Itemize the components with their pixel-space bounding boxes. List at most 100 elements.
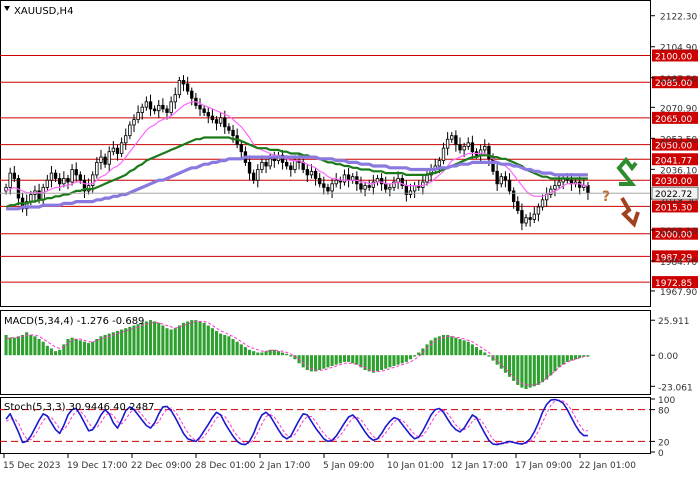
macd-bar-27: [115, 330, 120, 356]
candle-body-130: [540, 199, 545, 208]
macd-bar-16: [70, 337, 74, 356]
macd-bar-26: [111, 332, 115, 356]
candle-body-92: [384, 183, 388, 190]
candle-body-99: [412, 185, 417, 192]
macd-bar-132: [549, 355, 553, 376]
macd-bar-114: [474, 347, 479, 356]
macd-bar-125: [520, 355, 524, 388]
macd-bar-12: [54, 351, 58, 356]
macd-bar-102: [425, 344, 429, 356]
candle-body-51: [214, 119, 219, 124]
macd-bar-28: [120, 329, 124, 356]
candle-body-33: [140, 106, 144, 113]
candle-body-118: [491, 158, 495, 172]
candle-body-44: [185, 83, 190, 92]
macd-bar-20: [87, 343, 91, 356]
price-level-box-5: [652, 174, 698, 187]
macd-bar-118: [491, 355, 495, 361]
candle-body-75: [313, 170, 318, 179]
macd-bar-61: [256, 352, 260, 356]
x-tick-label-4: 2 Jan 17:00: [259, 461, 311, 471]
macd-bar-58: [243, 347, 247, 356]
macd-bar-127: [528, 355, 532, 388]
candle-body-2: [12, 172, 16, 179]
macd-bar-72: [301, 355, 305, 368]
candle-body-98: [408, 190, 413, 195]
candle-body-40: [169, 101, 173, 113]
x-tick-label-7: 12 Jan 17:00: [451, 461, 508, 471]
candle-body-74: [309, 170, 314, 176]
macd-bar-97: [404, 355, 408, 362]
x-tick-label-9: 22 Jan 01:00: [579, 461, 636, 471]
macd-bar-137: [569, 355, 573, 361]
macd-bar-66: [276, 351, 280, 356]
macd-bar-121: [503, 355, 507, 373]
price-level-label-5: 2030.00: [655, 177, 692, 187]
macd-bar-48: [202, 322, 206, 356]
macd-bar-53: [223, 334, 227, 356]
candle-body-13: [58, 178, 62, 185]
macd-bar-73: [305, 355, 309, 371]
candle-body-61: [256, 169, 260, 181]
macd-bar-110: [458, 339, 462, 356]
macd-bar-113: [470, 344, 474, 356]
macd-bar-9: [41, 341, 45, 356]
candle-body-32: [136, 112, 140, 121]
candle-body-54: [227, 126, 231, 131]
macd-bar-95: [396, 355, 400, 365]
macd-bar-105: [437, 336, 441, 356]
macd-bar-68: [285, 353, 289, 356]
candle-body-37: [157, 104, 161, 112]
macd-bar-84: [351, 355, 355, 364]
candle-body-59: [247, 162, 252, 174]
macd-bar-74: [309, 355, 313, 372]
moving-average-line-1: [5, 136, 588, 209]
candle-body-105: [437, 160, 442, 167]
macd-bar-63: [264, 351, 268, 356]
macd-bar-2: [12, 337, 16, 356]
macd-bar-92: [384, 355, 388, 369]
macd-bar-15: [66, 339, 70, 356]
candle-body-109: [454, 135, 458, 145]
price-level-box-2: [652, 111, 698, 124]
candle-body-36: [152, 108, 157, 112]
candle-body-125: [520, 210, 524, 224]
macd-bar-11: [49, 348, 54, 356]
candle-body-107: [445, 138, 450, 149]
macd-bar-50: [210, 328, 214, 356]
candle-body-122: [507, 179, 512, 192]
macd-bar-29: [124, 328, 128, 356]
macd-bar-64: [268, 349, 272, 356]
candle-body-29: [124, 135, 128, 144]
macd-bar-107: [446, 334, 450, 356]
candle-body-12: [53, 172, 58, 179]
macd-bar-111: [462, 340, 466, 356]
candle-body-35: [148, 101, 153, 110]
macd-bar-44: [186, 321, 190, 356]
candle-body-52: [218, 117, 223, 124]
candle-body-128: [532, 213, 536, 220]
macd-bar-126: [524, 355, 528, 389]
macd-bar-119: [495, 355, 499, 365]
candle-body-120: [499, 176, 503, 185]
candle-body-96: [400, 178, 404, 186]
price-tick-label-5: 2036.10: [660, 166, 697, 176]
macd-bar-123: [512, 355, 516, 381]
candle-body-110: [458, 144, 462, 151]
stoch-k-line: [5, 398, 588, 446]
candle-body-30: [128, 124, 132, 137]
candle-body-1: [8, 172, 12, 188]
macd-bar-140: [582, 355, 586, 357]
candle-body-47: [198, 104, 202, 110]
macd-bar-109: [454, 337, 458, 356]
stoch-d-line: [5, 399, 588, 445]
candle-body-83: [346, 174, 351, 181]
candle-body-5: [25, 201, 29, 210]
candle-body-88: [367, 185, 371, 188]
price-tick-label-1: 2104.90: [660, 44, 697, 54]
macd-bar-30: [128, 326, 132, 356]
candle-body-141: [586, 185, 590, 194]
candle-body-119: [495, 170, 499, 185]
x-tick-label-2: 22 Dec 09:00: [131, 461, 192, 471]
